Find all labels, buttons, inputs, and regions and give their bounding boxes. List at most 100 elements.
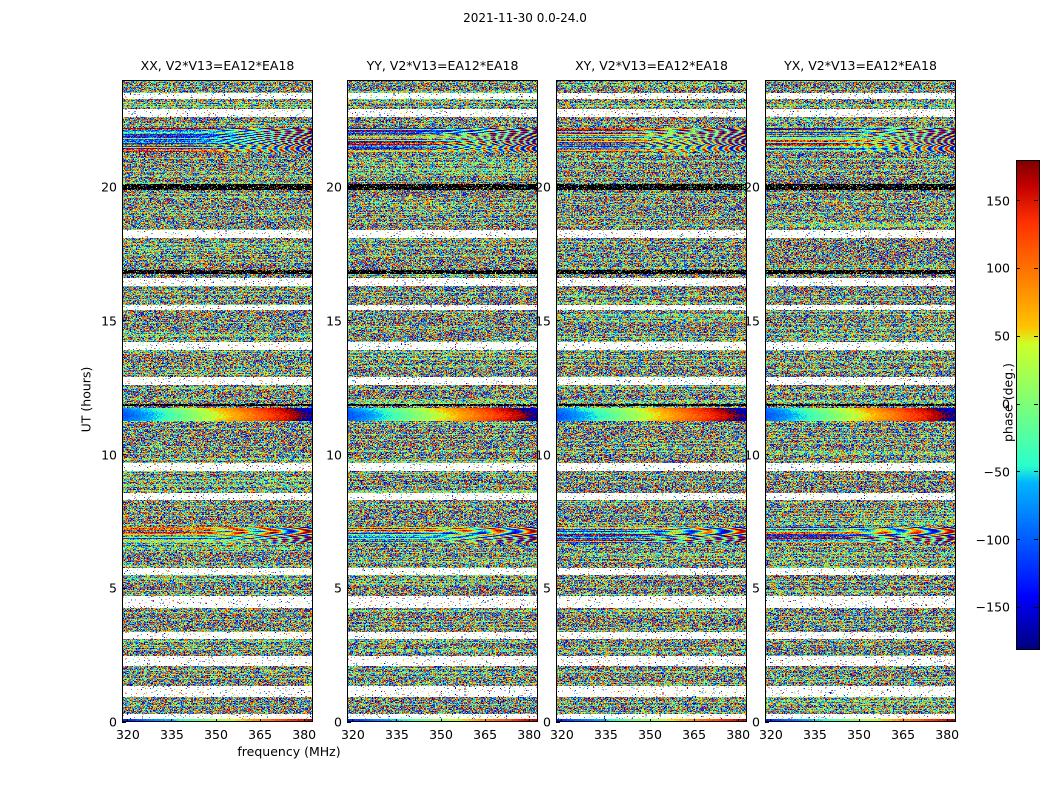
- x-tick-label: 365: [891, 727, 916, 742]
- colorbar-tick-mark: [1016, 267, 1020, 269]
- plot-panel-yx: YX, V2*V13=EA12*EA18: [765, 58, 956, 722]
- panel-title-yx: YX, V2*V13=EA12*EA18: [784, 58, 937, 73]
- plot-panel-xy: XY, V2*V13=EA12*EA18: [556, 58, 747, 722]
- x-tick-label: 365: [248, 727, 273, 742]
- colorbar-tick-mark: [1034, 471, 1038, 473]
- y-tick-label: 10: [326, 447, 342, 462]
- y-tick-label: 10: [535, 447, 551, 462]
- x-tick-mark: [396, 718, 398, 722]
- y-tick-mark: [122, 186, 126, 188]
- x-tick-mark: [814, 718, 816, 722]
- x-tick-label: 335: [385, 727, 409, 742]
- y-tick-mark: [765, 186, 769, 188]
- phase-waterfall-xx: [122, 80, 313, 722]
- colorbar-tick-label: 50: [994, 328, 1010, 344]
- colorbar-tick-mark: [1016, 403, 1020, 405]
- x-tick-label: 320: [758, 727, 783, 742]
- colorbar: −150 −100 −50 0 50 100 150 phase (deg.): [976, 160, 1040, 650]
- x-tick-mark: [528, 718, 530, 722]
- colorbar-tick-mark: [1034, 606, 1038, 608]
- colorbar-tick-mark: [1016, 606, 1020, 608]
- y-tick-mark: [122, 721, 126, 723]
- y-tick-mark: [347, 320, 351, 322]
- colorbar-tick-mark: [1016, 471, 1020, 473]
- colorbar-tick-mark: [1034, 539, 1038, 541]
- y-tick-label: 15: [326, 313, 342, 329]
- x-tick-mark: [946, 718, 948, 722]
- x-tick-mark: [605, 718, 607, 722]
- phase-waterfall-yy: [347, 80, 538, 722]
- x-tick-label: 320: [115, 727, 140, 742]
- y-tick-mark: [347, 721, 351, 723]
- y-tick-label: 0: [752, 714, 760, 730]
- x-tick-mark: [484, 718, 486, 722]
- phase-waterfall-yx: [765, 80, 956, 722]
- colorbar-tick-label: −100: [975, 532, 1010, 548]
- x-tick-label: 380: [292, 727, 317, 742]
- colorbar-tick-mark: [1016, 200, 1020, 202]
- y-tick-mark: [556, 721, 560, 723]
- x-tick-mark: [303, 718, 305, 722]
- x-tick-label: 350: [847, 727, 871, 742]
- x-tick-mark: [649, 718, 651, 722]
- y-tick-label: 5: [543, 580, 551, 596]
- x-tick-mark: [561, 718, 563, 722]
- phase-waterfall-xy: [556, 80, 747, 722]
- colorbar-tick-mark: [1034, 200, 1038, 202]
- x-tick-mark: [127, 718, 129, 722]
- colorbar-tick-label: 150: [986, 193, 1010, 209]
- colorbar-tick-mark: [1034, 267, 1038, 269]
- colorbar-gradient: [1016, 160, 1040, 650]
- x-tick-mark: [215, 718, 217, 722]
- y-tick-mark: [347, 454, 351, 455]
- y-tick-mark: [556, 320, 560, 322]
- y-tick-mark: [122, 320, 126, 322]
- colorbar-tick-mark: [1016, 335, 1020, 337]
- y-tick-mark: [556, 454, 560, 455]
- plot-panel-xx: XX, V2*V13=EA12*EA18: [122, 58, 313, 722]
- colorbar-tick-mark: [1016, 539, 1020, 541]
- y-tick-mark: [347, 587, 351, 589]
- y-tick-mark: [347, 186, 351, 188]
- y-tick-mark: [765, 454, 769, 455]
- y-tick-label: 5: [334, 580, 342, 596]
- y-tick-label: 5: [109, 580, 117, 596]
- x-tick-mark: [693, 718, 695, 722]
- x-tick-mark: [352, 718, 354, 722]
- y-axis-label: UT (hours): [78, 366, 94, 433]
- x-tick-label: 320: [549, 727, 574, 742]
- y-tick-mark: [556, 587, 560, 589]
- x-tick-mark: [858, 718, 860, 722]
- x-tick-label: 380: [517, 727, 542, 742]
- y-tick-mark: [765, 320, 769, 322]
- y-tick-label: 20: [535, 179, 551, 195]
- x-tick-label: 320: [340, 727, 365, 742]
- x-tick-mark: [440, 718, 442, 722]
- figure-suptitle: 2021-11-30 0.0-24.0: [463, 11, 587, 25]
- x-tick-mark: [259, 718, 261, 722]
- y-tick-mark: [765, 721, 769, 723]
- colorbar-tick-label: 100: [986, 260, 1010, 276]
- y-tick-label: 5: [752, 580, 760, 596]
- x-tick-label: 350: [429, 727, 453, 742]
- x-tick-label: 350: [204, 727, 228, 742]
- y-tick-label: 15: [535, 313, 551, 329]
- y-tick-mark: [556, 186, 560, 188]
- y-tick-mark: [122, 587, 126, 589]
- panel-title-xx: XX, V2*V13=EA12*EA18: [140, 58, 295, 73]
- x-tick-label: 350: [638, 727, 662, 742]
- plot-panel-yy: YY, V2*V13=EA12*EA18: [347, 58, 538, 722]
- y-tick-label: 0: [543, 714, 551, 730]
- y-tick-label: 10: [101, 447, 117, 462]
- y-tick-label: 20: [326, 179, 342, 195]
- x-tick-label: 365: [473, 727, 498, 742]
- y-tick-label: 20: [101, 179, 117, 195]
- colorbar-tick-mark: [1034, 403, 1038, 405]
- x-axis-label: frequency (MHz): [237, 744, 341, 759]
- x-tick-label: 380: [726, 727, 751, 742]
- colorbar-label: phase (deg.): [1000, 363, 1016, 442]
- x-tick-label: 335: [803, 727, 827, 742]
- y-tick-mark: [765, 587, 769, 589]
- y-tick-label: 20: [744, 179, 760, 195]
